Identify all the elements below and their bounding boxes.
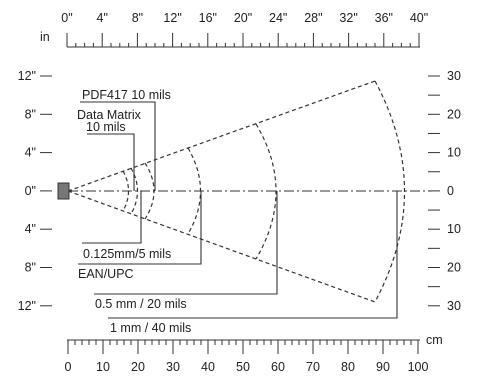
right-axis-label: 0: [447, 184, 454, 198]
leader-half: [94, 191, 278, 295]
top-ruler-labels: 0" 4" 8" 12" 16" 20" 24" 28" 32" 36" 40": [61, 11, 428, 25]
label-datamatrix-line1: Data Matrix: [77, 108, 142, 122]
label-small: 0.125mm/5 mils: [83, 247, 171, 261]
bottom-ruler-label: 10: [96, 360, 110, 374]
label-pdf417: PDF417 10 mils: [82, 88, 171, 102]
bottom-ruler-unit: cm: [426, 333, 443, 347]
top-ruler-label: 20": [234, 11, 252, 25]
top-ruler-label: 0": [61, 11, 72, 25]
right-axis: 30 20 10 0 10 20 30: [428, 69, 461, 313]
top-ruler-label: 28": [304, 11, 322, 25]
bottom-ruler-label: 100: [408, 360, 429, 374]
right-axis-label: 30: [447, 69, 461, 83]
leader-datamatrix: [87, 133, 135, 191]
bottom-ruler-labels: 0 10 20 30 40 50 60 70 80 90 100: [65, 360, 429, 374]
range-leaders: [78, 101, 398, 319]
right-axis-label: 10: [447, 146, 461, 160]
bottom-ruler-label: 40: [201, 360, 215, 374]
top-ruler-label: 40": [410, 11, 428, 25]
right-axis-ticks: [428, 75, 440, 307]
arc-datamatrix: [122, 170, 130, 212]
top-ruler-label: 16": [199, 11, 217, 25]
bottom-ruler-label: 30: [166, 360, 180, 374]
bottom-ruler: cm 0 10 20 30 40 50 60 70 80 90 100: [65, 333, 443, 374]
arc-small: [130, 167, 139, 215]
left-axis-labels: 12" 8" 4" 0" 4" 8" 12": [18, 69, 36, 313]
bottom-ruler-label: 0: [65, 360, 72, 374]
top-ruler-ticks: [66, 33, 420, 47]
cone-lower-edge: [67, 190, 376, 303]
right-axis-labels: 30 20 10 0 10 20 30: [447, 69, 461, 313]
scanner-icon: [57, 182, 70, 200]
left-axis-label: 4": [25, 222, 36, 236]
top-ruler-unit: in: [40, 30, 50, 44]
bottom-ruler-ticks: [67, 340, 419, 354]
label-half: 0.5 mm / 20 mils: [95, 297, 187, 311]
arc-one-mm: [374, 80, 406, 303]
leader-ean: [78, 191, 202, 265]
right-axis-label: 10: [447, 222, 461, 236]
range-labels: PDF417 10 mils Data Matrix 10 mils 0.125…: [77, 88, 191, 335]
left-axis-label: 8": [25, 261, 36, 275]
arc-pdf417: [144, 162, 155, 220]
label-ean: EAN/UPC: [78, 267, 134, 281]
leader-one: [108, 191, 398, 319]
cone-upper-edge: [67, 80, 376, 192]
left-axis-label: 0": [25, 184, 36, 198]
bottom-ruler-label: 50: [236, 360, 250, 374]
bottom-ruler-label: 60: [271, 360, 285, 374]
top-ruler-label: 4": [97, 11, 108, 25]
top-ruler-label: 24": [269, 11, 287, 25]
right-axis-label: 20: [447, 261, 461, 275]
right-axis-label: 20: [447, 107, 461, 121]
top-ruler-label: 36": [375, 11, 393, 25]
left-axis-label: 12": [18, 299, 36, 313]
leader-pdf417: [80, 101, 156, 191]
top-ruler-label: 8": [132, 11, 143, 25]
leader-small: [82, 191, 142, 244]
right-axis-label: 30: [447, 299, 461, 313]
bottom-ruler-label: 90: [376, 360, 390, 374]
bottom-ruler-label: 20: [131, 360, 145, 374]
left-axis: 12" 8" 4" 0" 4" 8" 12": [18, 69, 52, 313]
left-axis-label: 12": [18, 69, 36, 83]
left-axis-label: 4": [25, 146, 36, 160]
top-ruler-label: 12": [163, 11, 181, 25]
arc-half-mm: [255, 123, 277, 260]
bottom-ruler-label: 80: [341, 360, 355, 374]
left-axis-ticks: [40, 75, 52, 307]
top-ruler: in 0" 4" 8" 12" 16" 20" 24" 28" 32" 36" 40": [40, 11, 428, 48]
left-axis-label: 8": [25, 107, 36, 121]
label-datamatrix-line2: 10 mils: [86, 120, 126, 134]
top-ruler-label: 32": [339, 11, 357, 25]
bottom-ruler-label: 70: [306, 360, 320, 374]
label-one: 1 mm / 40 mils: [110, 321, 191, 335]
